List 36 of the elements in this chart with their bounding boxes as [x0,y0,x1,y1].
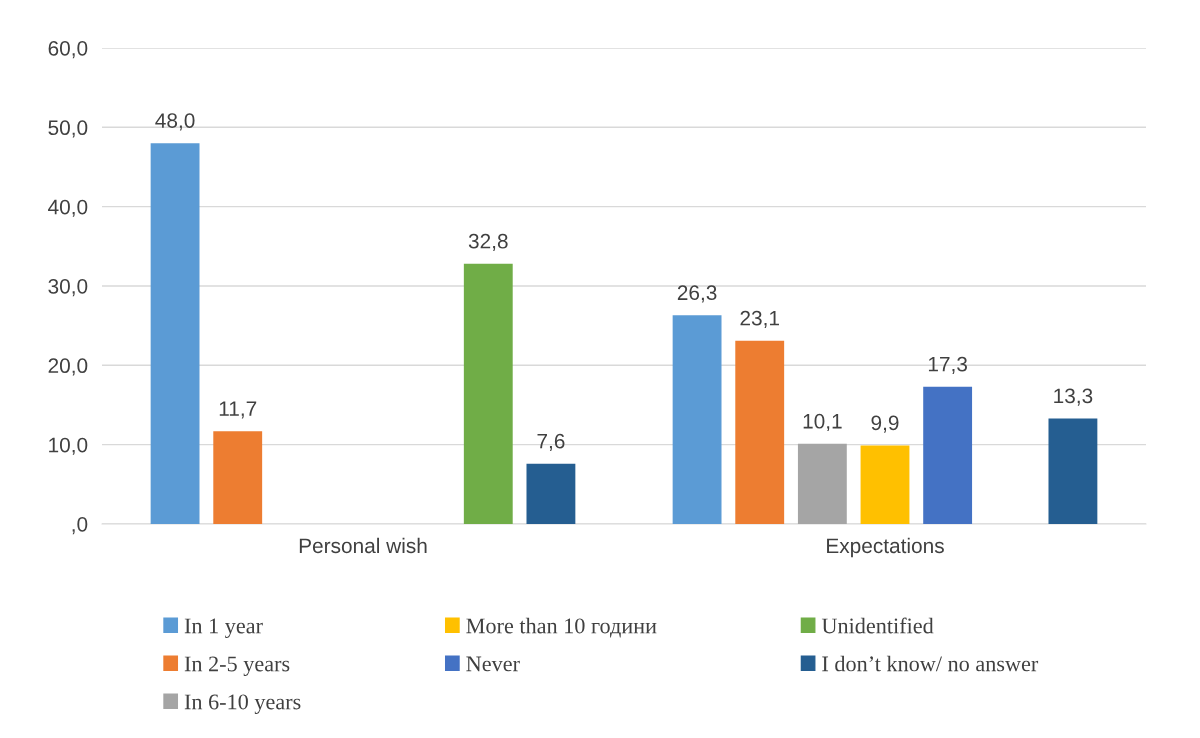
bar [213,431,263,524]
data-label: 26,3 [677,285,717,303]
data-label: 7,6 [537,433,565,451]
bar [463,263,513,524]
bar [672,315,722,524]
data-label: 48,0 [155,113,195,131]
bar [1048,418,1098,524]
legend-label: In 2-5 years [184,656,290,676]
y-tick-label: 50,0 [48,120,88,138]
bar [860,445,910,524]
y-tick-label: 40,0 [48,199,88,217]
data-label: 17,3 [928,356,967,374]
data-label: 13,3 [1054,388,1093,406]
y-tick-label: 30,0 [48,278,88,297]
legend-label: More than 10 години [466,617,657,638]
legend-label: I don’t know/ no answer [822,655,1039,672]
data-label: 32,8 [468,233,508,251]
y-tick-label: 20,0 [48,358,88,376]
data-label: 9,9 [871,415,899,433]
x-tick-label: Personal wish [299,537,427,554]
y-tick-label: ,0 [72,516,88,535]
x-tick-label: Expectations [827,537,944,558]
data-label: 23,1 [740,310,779,328]
bar [150,143,200,524]
legend-label: In 6-10 years [184,694,301,714]
legend-label: Never [466,656,520,672]
y-tick-label: 60,0 [48,40,88,59]
legend-label: In 1 year [184,618,263,638]
data-label: 10,1 [803,413,842,432]
data-label: 11,7 [219,401,257,419]
bar [797,443,847,524]
y-tick-label: 10,0 [49,437,88,455]
bar [526,463,576,524]
bar [735,340,785,524]
legend-label: Unidentified [821,617,934,634]
bar [923,386,973,524]
